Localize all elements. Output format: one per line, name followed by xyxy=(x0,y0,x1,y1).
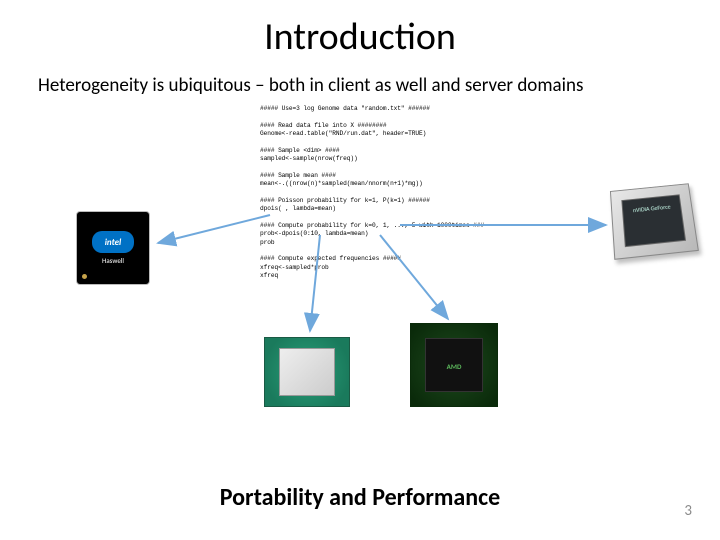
chip-generic xyxy=(264,337,350,407)
code-line: #### Compute expected frequencies ##### xyxy=(260,255,405,262)
code-block: ##### Use=3 log Genome data "random.txt"… xyxy=(260,105,500,281)
intel-logo: intel xyxy=(92,231,134,253)
chip-corner-dot xyxy=(82,274,87,279)
nvidia-label: nVIDIA GeForce xyxy=(628,202,676,214)
slide-subtitle: Heterogeneity is ubiquitous – both in cl… xyxy=(0,60,720,97)
bottom-caption: Portability and Performance xyxy=(0,483,720,512)
code-line: #### Compute probability for k=0, 1, ...… xyxy=(260,222,484,229)
diagram-area: ##### Use=3 log Genome data "random.txt"… xyxy=(0,105,720,465)
chip-intel: intel Haswell xyxy=(76,211,150,285)
code-line: #### Read data file into X ######## xyxy=(260,122,386,129)
code-line: sampled<-sample(nrow(freq)) xyxy=(260,155,358,162)
code-line: Genome<-read.table("RND/run.dat", header… xyxy=(260,130,426,137)
code-line: mean<-.((nrow(n)*sampled(mean/nnorm(n+1)… xyxy=(260,180,423,187)
code-line: #### Sample <dim> #### xyxy=(260,147,340,154)
code-line: xfreq<-sampled*prob xyxy=(260,264,329,271)
chip-amd: AMD xyxy=(410,323,498,407)
code-line: #### Sample mean #### xyxy=(260,172,336,179)
slide-title: Introduction xyxy=(0,0,720,60)
code-line: prob xyxy=(260,239,274,246)
code-line: xfreq xyxy=(260,272,278,279)
code-line: ##### Use=3 log Genome data "random.txt"… xyxy=(260,105,430,112)
code-line: dpois( , lambda=mean) xyxy=(260,205,336,212)
page-number: 3 xyxy=(684,502,692,520)
code-line: #### Poisson probability for k=1, P(k=1)… xyxy=(260,197,430,204)
chip-nvidia: nVIDIA GeForce xyxy=(610,183,699,260)
code-line: prob<-dpois(0:10, lambda=mean) xyxy=(260,230,368,237)
intel-subtitle: Haswell xyxy=(102,256,124,265)
amd-label: AMD xyxy=(411,362,497,371)
